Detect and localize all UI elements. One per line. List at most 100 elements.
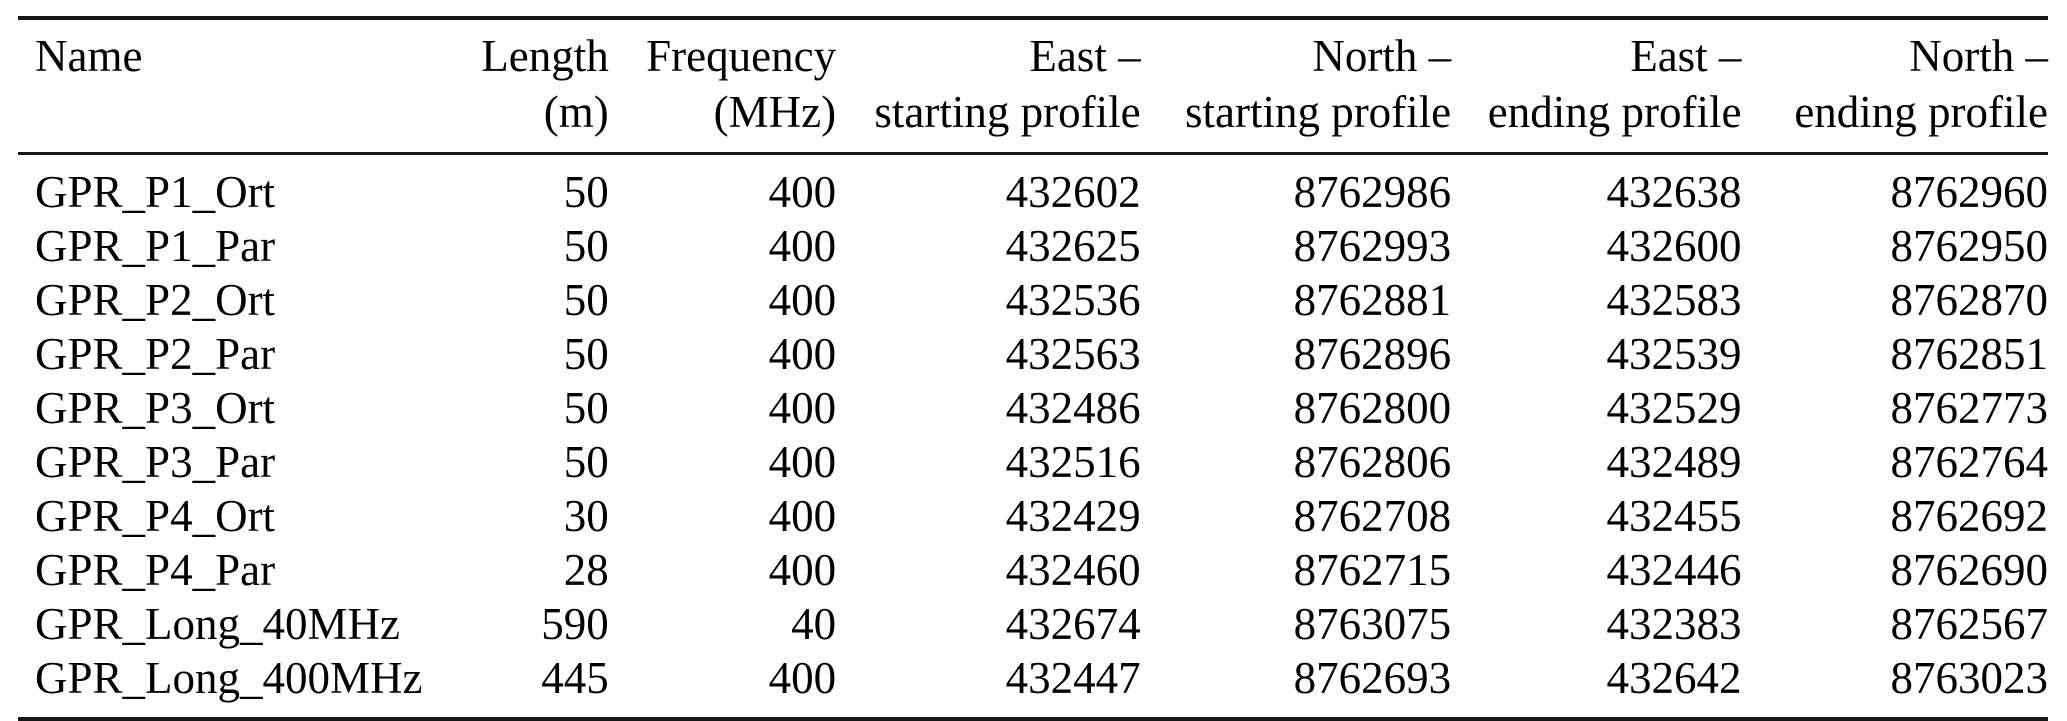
cell-east-end: 432455 bbox=[1606, 491, 1742, 541]
table-row: GPR_P2_Ort 50 400 432536 8762881 432583 … bbox=[18, 273, 2048, 327]
cell-length: 590 bbox=[541, 599, 609, 649]
cell-east-start: 432516 bbox=[1005, 437, 1141, 487]
cell-frequency: 400 bbox=[768, 167, 837, 217]
cell-frequency: 400 bbox=[768, 275, 837, 325]
column-header-east-end: East – ending profile bbox=[1451, 18, 1742, 154]
header-east-end-line1: East – bbox=[1630, 31, 1742, 81]
table-row: GPR_P2_Par 50 400 432563 8762896 432539 … bbox=[18, 327, 2048, 381]
cell-east-start: 432602 bbox=[1005, 167, 1141, 217]
cell-east-start: 432486 bbox=[1005, 383, 1141, 433]
cell-north-end: 8762870 bbox=[1890, 275, 2049, 325]
gpr-survey-table: Name Length (m) Frequency (MHz) East – s… bbox=[18, 16, 2048, 721]
cell-north-start: 8762881 bbox=[1293, 275, 1452, 325]
cell-length: 50 bbox=[563, 437, 609, 487]
cell-north-start: 8762986 bbox=[1293, 167, 1452, 217]
table-header: Name Length (m) Frequency (MHz) East – s… bbox=[18, 18, 2048, 154]
table-row: GPR_P4_Par 28 400 432460 8762715 432446 … bbox=[18, 543, 2048, 597]
header-north-end-line1: North – bbox=[1909, 31, 2048, 81]
cell-frequency: 400 bbox=[768, 383, 837, 433]
cell-north-end: 8762773 bbox=[1890, 383, 2049, 433]
header-east-end-line2: ending profile bbox=[1487, 87, 1742, 137]
cell-east-end: 432638 bbox=[1606, 167, 1742, 217]
table-row: GPR_Long_40MHz 590 40 432674 8763075 432… bbox=[18, 597, 2048, 651]
cell-name: GPR_P4_Ort bbox=[35, 491, 276, 541]
cell-east-start: 432536 bbox=[1005, 275, 1141, 325]
cell-north-end: 8762692 bbox=[1890, 491, 2049, 541]
cell-length: 50 bbox=[563, 275, 609, 325]
cell-east-start: 432447 bbox=[1005, 653, 1141, 703]
cell-name: GPR_P3_Par bbox=[35, 437, 276, 487]
cell-name: GPR_P2_Par bbox=[35, 329, 276, 379]
cell-frequency: 400 bbox=[768, 437, 837, 487]
cell-north-start: 8762806 bbox=[1293, 437, 1452, 487]
header-east-start-line1: East – bbox=[1029, 31, 1141, 81]
table-row: GPR_P4_Ort 30 400 432429 8762708 432455 … bbox=[18, 489, 2048, 543]
cell-frequency: 40 bbox=[791, 599, 837, 649]
cell-length: 50 bbox=[563, 221, 609, 271]
cell-north-end: 8762567 bbox=[1890, 599, 2049, 649]
column-header-length: Length (m) bbox=[432, 18, 609, 154]
cell-east-start: 432674 bbox=[1005, 599, 1141, 649]
cell-length: 50 bbox=[563, 329, 609, 379]
column-header-north-start: North – starting profile bbox=[1141, 18, 1452, 154]
header-row: Name Length (m) Frequency (MHz) East – s… bbox=[18, 18, 2048, 154]
header-north-end-line2: ending profile bbox=[1794, 87, 2048, 137]
column-header-north-end: North – ending profile bbox=[1741, 18, 2048, 154]
header-north-start-line1: North – bbox=[1312, 31, 1452, 81]
header-name-line2 bbox=[35, 84, 432, 140]
cell-name: GPR_P2_Ort bbox=[35, 275, 276, 325]
cell-east-end: 432539 bbox=[1606, 329, 1742, 379]
cell-name: GPR_Long_400MHz bbox=[35, 653, 423, 703]
cell-north-start: 8763075 bbox=[1293, 599, 1452, 649]
cell-north-start: 8762800 bbox=[1293, 383, 1452, 433]
cell-frequency: 400 bbox=[768, 491, 837, 541]
cell-name: GPR_P1_Ort bbox=[35, 167, 276, 217]
table-row: GPR_P3_Par 50 400 432516 8762806 432489 … bbox=[18, 435, 2048, 489]
cell-east-end: 432446 bbox=[1606, 545, 1742, 595]
cell-north-end: 8762690 bbox=[1890, 545, 2049, 595]
header-frequency-line1: Frequency bbox=[646, 31, 837, 81]
cell-north-end: 8762960 bbox=[1890, 167, 2049, 217]
header-east-start-line2: starting profile bbox=[874, 87, 1141, 137]
cell-east-end: 432600 bbox=[1606, 221, 1742, 271]
cell-east-start: 432460 bbox=[1005, 545, 1141, 595]
cell-frequency: 400 bbox=[768, 329, 837, 379]
table-row: GPR_P3_Ort 50 400 432486 8762800 432529 … bbox=[18, 381, 2048, 435]
column-header-name: Name bbox=[18, 18, 432, 154]
table-row: GPR_P1_Ort 50 400 432602 8762986 432638 … bbox=[18, 154, 2048, 220]
cell-east-end: 432583 bbox=[1606, 275, 1742, 325]
cell-length: 445 bbox=[541, 653, 609, 703]
cell-north-start: 8762708 bbox=[1293, 491, 1452, 541]
cell-north-end: 8763023 bbox=[1890, 653, 2049, 703]
cell-east-end: 432529 bbox=[1606, 383, 1742, 433]
cell-frequency: 400 bbox=[768, 653, 837, 703]
gpr-profiles-table-figure: Name Length (m) Frequency (MHz) East – s… bbox=[18, 16, 2048, 721]
cell-frequency: 400 bbox=[768, 221, 837, 271]
cell-north-start: 8762693 bbox=[1293, 653, 1452, 703]
column-header-east-start: East – starting profile bbox=[836, 18, 1141, 154]
cell-east-end: 432489 bbox=[1606, 437, 1742, 487]
header-name-line1: Name bbox=[35, 31, 143, 81]
cell-north-end: 8762764 bbox=[1890, 437, 2049, 487]
cell-name: GPR_P1_Par bbox=[35, 221, 276, 271]
table-row: GPR_Long_400MHz 445 400 432447 8762693 4… bbox=[18, 651, 2048, 719]
column-header-frequency: Frequency (MHz) bbox=[609, 18, 836, 154]
cell-north-start: 8762993 bbox=[1293, 221, 1452, 271]
cell-east-start: 432625 bbox=[1005, 221, 1141, 271]
cell-length: 30 bbox=[563, 491, 609, 541]
header-north-start-line2: starting profile bbox=[1184, 87, 1452, 137]
cell-name: GPR_P4_Par bbox=[35, 545, 276, 595]
header-frequency-line2: (MHz) bbox=[713, 87, 837, 137]
cell-east-end: 432383 bbox=[1606, 599, 1742, 649]
cell-north-start: 8762715 bbox=[1293, 545, 1452, 595]
cell-north-end: 8762950 bbox=[1890, 221, 2049, 271]
cell-length: 28 bbox=[563, 545, 609, 595]
cell-length: 50 bbox=[563, 167, 609, 217]
header-length-line1: Length bbox=[481, 31, 609, 81]
table-row: GPR_P1_Par 50 400 432625 8762993 432600 … bbox=[18, 219, 2048, 273]
cell-north-end: 8762851 bbox=[1890, 329, 2049, 379]
cell-east-start: 432429 bbox=[1005, 491, 1141, 541]
cell-length: 50 bbox=[563, 383, 609, 433]
cell-frequency: 400 bbox=[768, 545, 837, 595]
header-length-line2: (m) bbox=[543, 87, 609, 137]
